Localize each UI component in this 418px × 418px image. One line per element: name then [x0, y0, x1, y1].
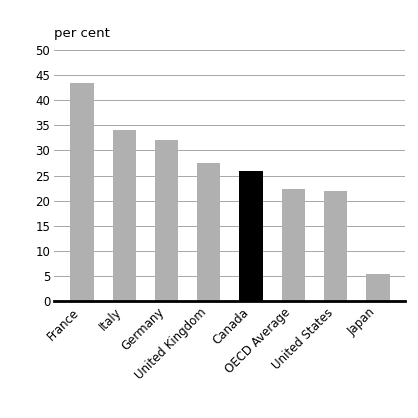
Bar	[155, 140, 178, 301]
Bar	[366, 274, 390, 301]
Bar	[70, 83, 94, 301]
Bar	[240, 171, 263, 301]
Bar	[112, 130, 136, 301]
Bar	[197, 163, 220, 301]
Bar	[324, 191, 347, 301]
Text: per cent: per cent	[54, 27, 110, 40]
Bar	[282, 189, 305, 301]
